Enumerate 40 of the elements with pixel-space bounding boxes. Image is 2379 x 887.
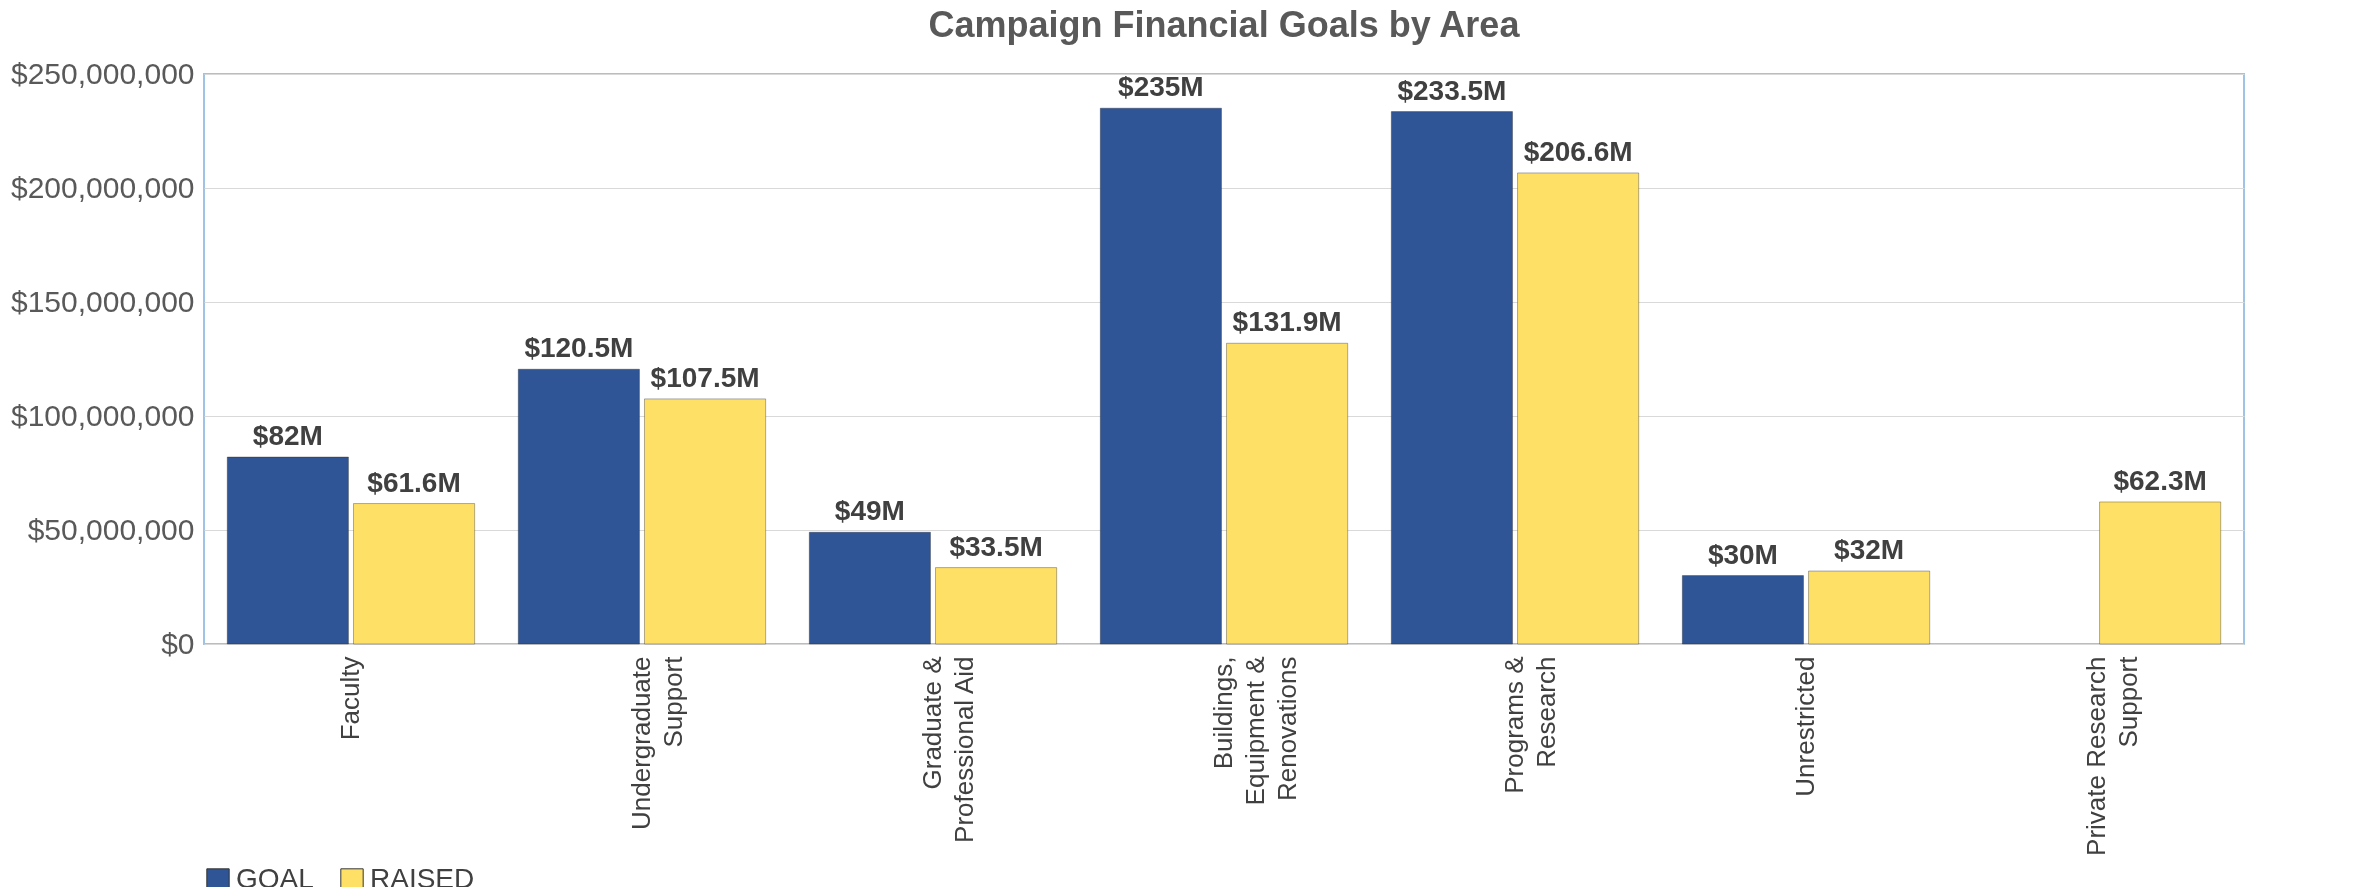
data-label: $82M: [252, 420, 323, 452]
data-label: $62.3M: [2113, 464, 2207, 496]
data-label: $120.5M: [524, 332, 634, 364]
data-label: $61.6M: [367, 466, 461, 498]
x-tick-label: Graduate & Professional Aid: [916, 656, 979, 843]
data-label: $32M: [1834, 534, 1905, 566]
data-label: $33.5M: [949, 530, 1043, 562]
x-tick-label: Private Research Support: [2081, 655, 2144, 856]
bar: [1099, 107, 1222, 645]
bar: [644, 398, 767, 645]
chart-title: Campaign Financial Goals by Area: [928, 4, 1521, 45]
bar: [808, 531, 931, 645]
bar: [2099, 501, 2222, 645]
x-tick-label: Buildings, Equipment & Renovations: [1208, 656, 1302, 806]
y-tick-label: $100,000,000: [10, 398, 195, 432]
data-label: $49M: [834, 495, 905, 527]
bar: [517, 368, 640, 645]
data-label: $30M: [1707, 538, 1778, 570]
data-label: $206.6M: [1523, 135, 1633, 167]
bar: [1681, 575, 1804, 645]
bar: [1390, 111, 1513, 645]
x-tick-label: Programs & Research: [1499, 656, 1562, 794]
x-tick-label: Unrestricted: [1790, 656, 1821, 797]
bar: [935, 567, 1058, 645]
y-tick-label: $0: [161, 626, 195, 660]
y-tick-label: $250,000,000: [10, 56, 195, 90]
bar: [226, 456, 349, 645]
x-tick-label: Faculty: [334, 656, 365, 741]
data-label: $233.5M: [1397, 74, 1507, 106]
y-tick-label: $200,000,000: [10, 170, 195, 204]
x-tick-label: Undergraduate Support: [625, 655, 688, 830]
data-label: $107.5M: [650, 361, 760, 393]
bar: [1226, 342, 1349, 645]
bar: [1517, 172, 1640, 645]
data-label: $235M: [1118, 71, 1204, 103]
y-tick-label: $50,000,000: [27, 512, 195, 546]
y-tick-label: $150,000,000: [10, 284, 195, 318]
data-label: $131.9M: [1232, 306, 1342, 338]
bar: [352, 503, 476, 645]
bar: [1808, 570, 1931, 645]
